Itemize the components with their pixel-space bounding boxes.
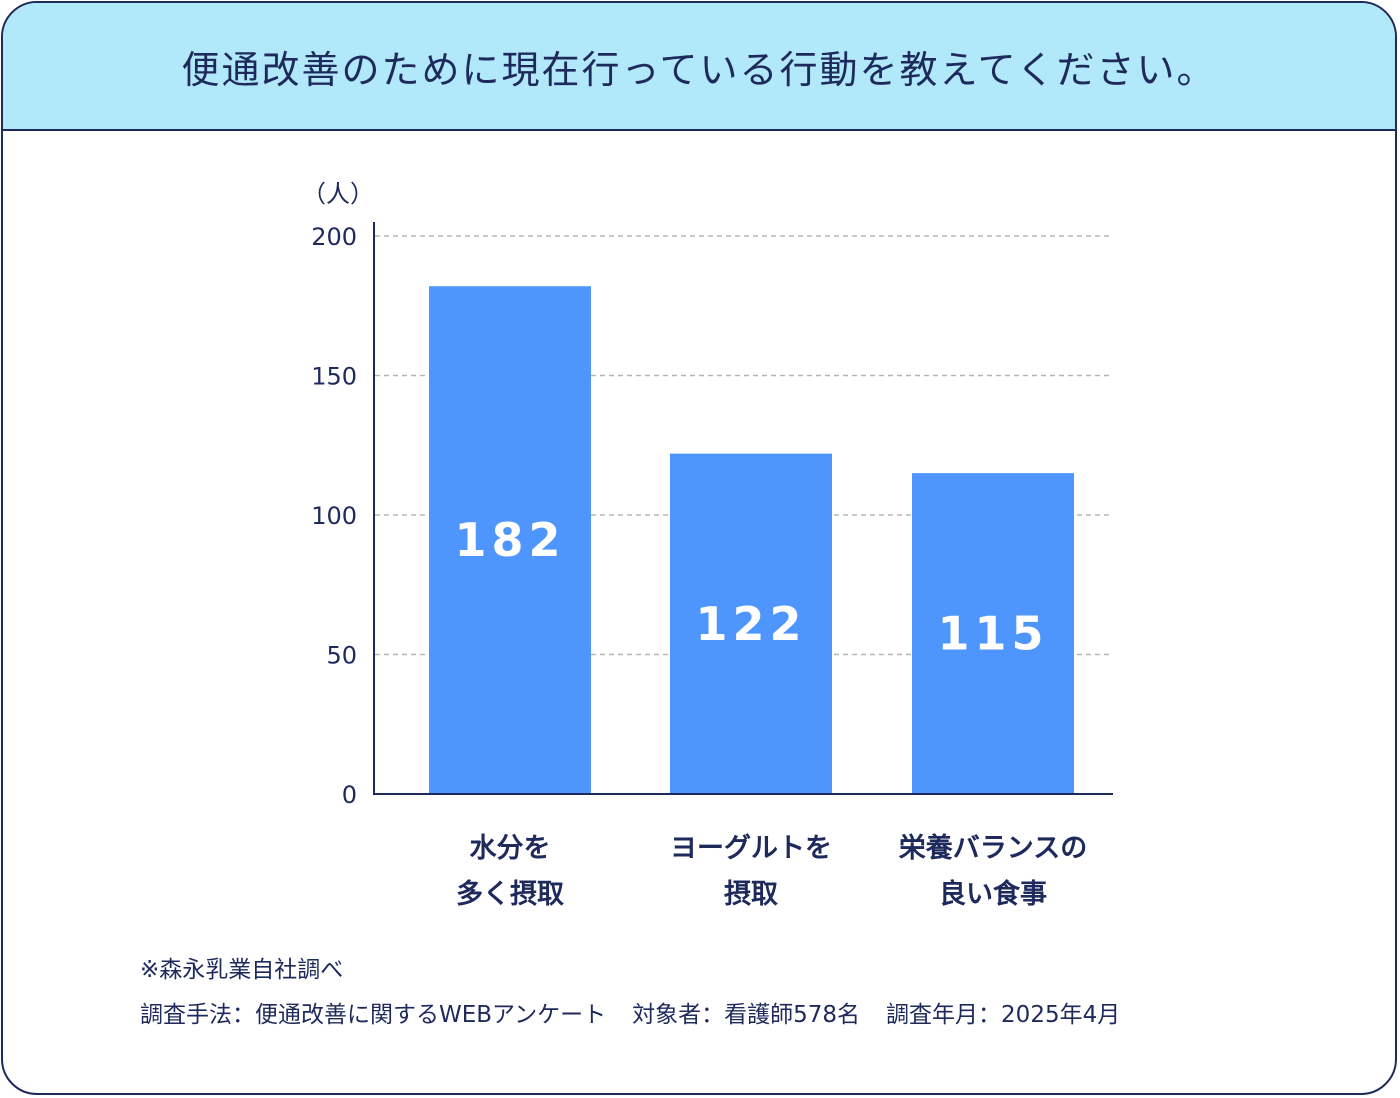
survey-method: 調査手法：便通改善に関するWEBアンケート <box>140 1002 607 1028</box>
x-category-label-line2: 多く摂取 <box>456 879 564 910</box>
bar <box>429 286 591 794</box>
bar <box>912 473 1074 794</box>
bar-value-label: 122 <box>695 597 806 651</box>
x-category-label-line1: 水分を <box>470 833 551 864</box>
bar <box>670 453 832 794</box>
survey-period: 調査年月：2025年4月 <box>886 1002 1121 1028</box>
y-tick-label: 50 <box>326 642 357 670</box>
survey-subjects: 対象者：看護師578名 <box>632 1002 861 1028</box>
x-category-label-line1: ヨーグルトを <box>670 832 832 864</box>
x-category-label-line2: 摂取 <box>724 879 778 910</box>
y-tick-label: 200 <box>311 223 357 251</box>
header-band: 便通改善のために現在行っている行動を教えてください。 <box>3 3 1395 131</box>
y-axis-unit-label: （人） <box>302 180 374 208</box>
y-tick-label: 100 <box>311 502 357 530</box>
x-category-label-line1: 栄養バランスの <box>898 832 1087 864</box>
chart-title: 便通改善のために現在行っている行動を教えてください。 <box>181 48 1217 92</box>
bar-value-label: 115 <box>937 607 1048 661</box>
y-tick-label: 0 <box>342 781 357 809</box>
source-note: ※森永乳業自社調べ <box>140 957 344 983</box>
survey-details: 調査手法：便通改善に関するWEBアンケート 対象者：看護師578名 調査年月：202… <box>140 995 1120 1029</box>
x-category-label-line2: 良い食事 <box>939 878 1047 910</box>
bar-value-label: 182 <box>454 513 565 567</box>
y-tick-label: 150 <box>311 363 357 391</box>
